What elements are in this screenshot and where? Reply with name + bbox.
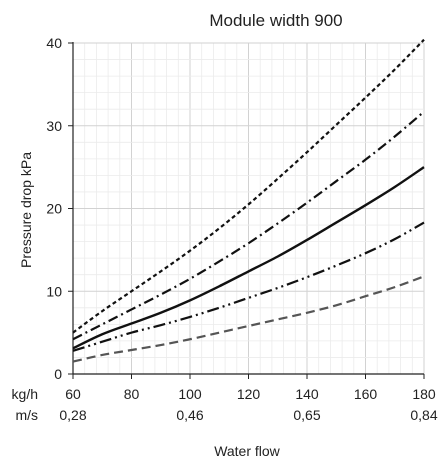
x-unit-label: kg/h bbox=[12, 386, 38, 402]
x-secondary-tick-label: 0,84 bbox=[410, 407, 437, 423]
x-secondary-tick-label: 0,65 bbox=[293, 407, 320, 423]
x-tick-label: 140 bbox=[295, 386, 319, 402]
y-tick-label: 20 bbox=[46, 201, 62, 217]
x-tick-label: 60 bbox=[65, 386, 81, 402]
y-axis-label: Pressure drop kPa bbox=[18, 152, 34, 268]
x-tick-label: 80 bbox=[124, 386, 140, 402]
y-tick-label: 10 bbox=[46, 283, 62, 299]
x-tick-label: 100 bbox=[178, 386, 202, 402]
x-secondary-tick-label: 0,28 bbox=[59, 407, 86, 423]
chart-title: Module width 900 bbox=[209, 11, 342, 30]
tick-labels: 60 80 100 120 140 160 180 0,28 0,46 0,65 0,84 0 10 20… bbox=[46, 35, 437, 423]
x-tick-label: 120 bbox=[237, 386, 261, 402]
x-secondary-unit-label: m/s bbox=[15, 407, 38, 423]
x-tick-label: 160 bbox=[354, 386, 378, 402]
x-axis-label: Water flow bbox=[214, 443, 280, 459]
y-tick-label: 30 bbox=[46, 118, 62, 134]
x-tick-label: 180 bbox=[412, 386, 436, 402]
x-secondary-tick-label: 0,46 bbox=[176, 407, 203, 423]
y-tick-label: 40 bbox=[46, 35, 62, 51]
y-tick-label: 0 bbox=[54, 366, 62, 382]
